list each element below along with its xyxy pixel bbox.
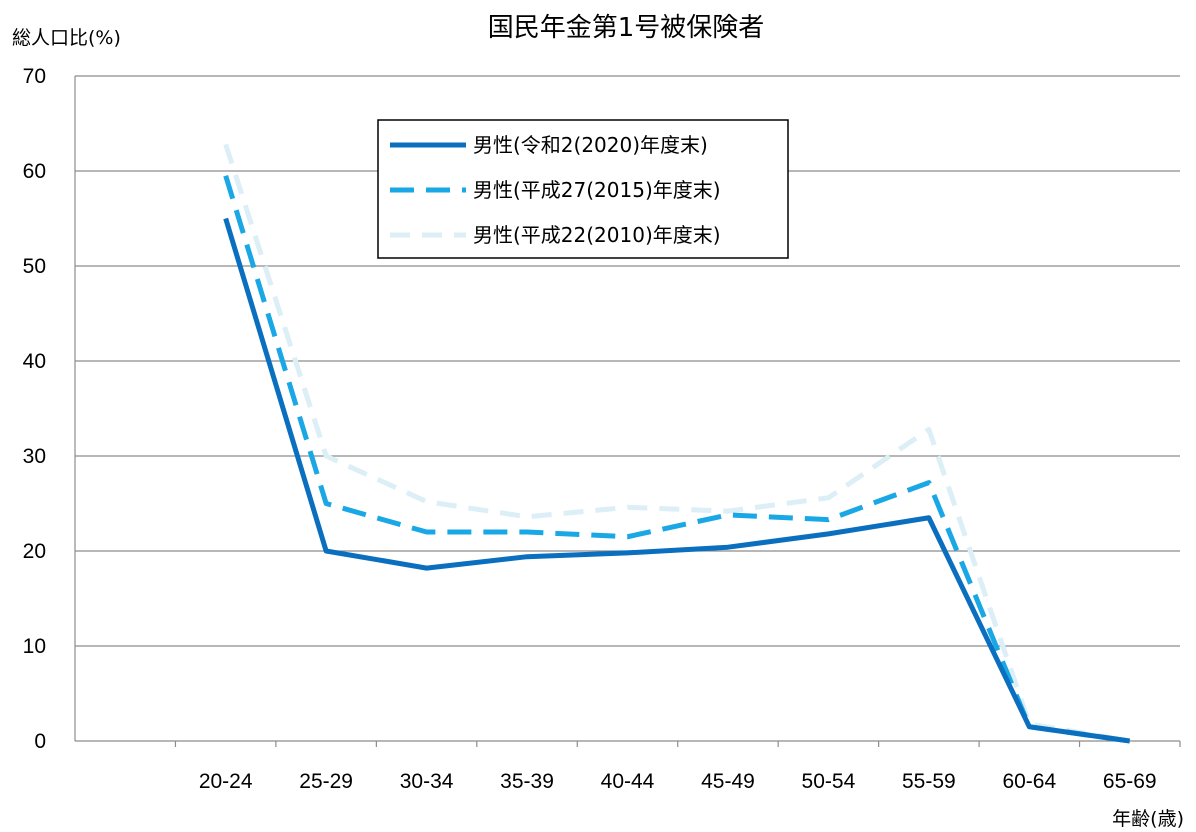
legend-label-1: 男性(令和2(2020)年度末) (473, 133, 708, 157)
chart-title: 国民年金第1号被保険者 (488, 13, 765, 43)
x-axis-label: 年齢(歳) (1112, 808, 1184, 830)
series-line-2 (223, 175, 1131, 744)
x-tick-label: 60-64 (1002, 770, 1056, 793)
y-tick-label: 10 (23, 635, 46, 658)
x-tick-label: 50-54 (802, 770, 856, 793)
y-tick-label: 0 (34, 730, 46, 753)
x-tick-label: 65-69 (1103, 770, 1157, 793)
y-tick-label: 50 (23, 255, 46, 278)
x-tick-label: 45-49 (701, 770, 755, 793)
y-tick-label: 30 (23, 445, 46, 468)
tick-labels: 0 10 20 30 40 50 60 70 20-24 25-29 30-34 35-39 40-44… (23, 65, 1157, 793)
y-tick-label: 60 (23, 160, 46, 183)
axes (74, 76, 1181, 747)
legend-label-2: 男性(平成27(2015)年度末) (473, 178, 721, 202)
series-lines (223, 143, 1131, 744)
legend: 男性(令和2(2020)年度末) 男性(平成27(2015)年度末) 男性(平成22… (377, 119, 789, 259)
legend-label-3: 男性(平成22(2010)年度末) (473, 223, 721, 247)
series-line-1 (223, 217, 1131, 744)
y-tick-label: 20 (23, 540, 46, 563)
x-tick-label: 35-39 (500, 770, 554, 793)
x-tick-label: 30-34 (400, 770, 454, 793)
x-tick-label: 55-59 (902, 770, 956, 793)
x-tick-label: 20-24 (199, 770, 253, 793)
x-tick-label: 40-44 (601, 770, 655, 793)
series-line-3 (223, 143, 1131, 744)
y-tick-label: 70 (23, 65, 46, 88)
x-tick-label: 25-29 (299, 770, 353, 793)
y-axis-label: 総人口比(%) (12, 27, 121, 49)
y-tick-label: 40 (23, 350, 46, 373)
